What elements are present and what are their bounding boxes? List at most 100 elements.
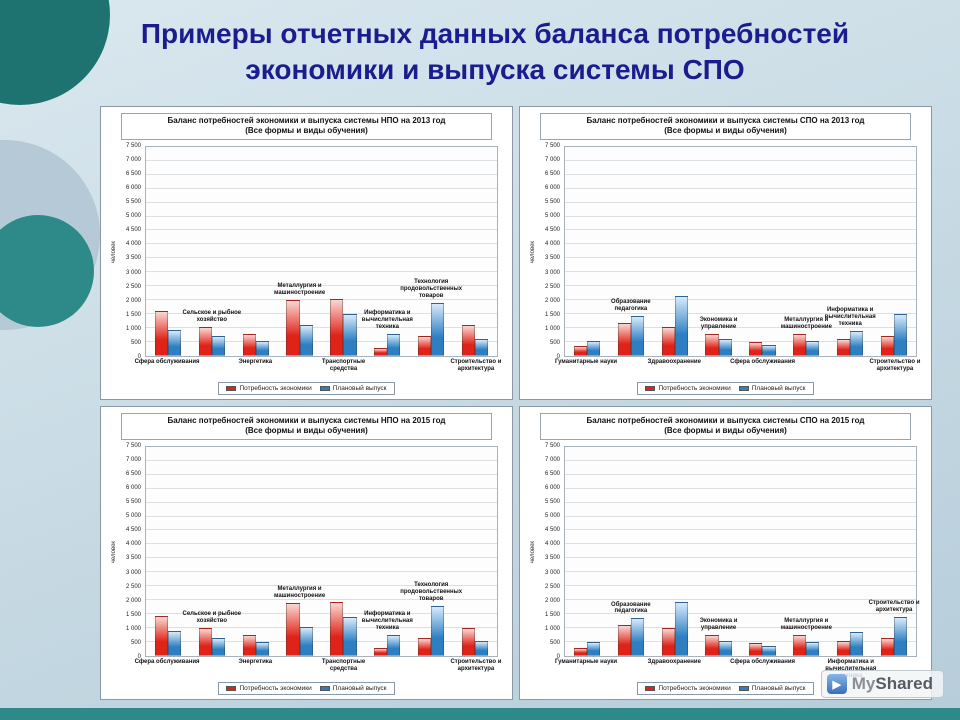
gridline bbox=[565, 473, 916, 475]
y-tick-label: 4 000 bbox=[125, 541, 141, 548]
y-tick-label: 7 500 bbox=[544, 142, 560, 149]
bar-group bbox=[365, 147, 409, 356]
y-tick-label: 2 000 bbox=[125, 597, 141, 604]
charts-grid: Баланс потребностей экономики и выпуска … bbox=[100, 106, 932, 700]
bar-group bbox=[741, 447, 785, 656]
y-tick-label: 5 500 bbox=[544, 499, 560, 506]
bar-group bbox=[828, 447, 872, 656]
y-tick-label: 7 500 bbox=[125, 442, 141, 449]
category-label-inplot: Строительство и архитектура bbox=[868, 600, 920, 614]
bar-demand bbox=[880, 336, 895, 356]
bar-demand bbox=[198, 326, 212, 356]
bar-group bbox=[234, 447, 278, 656]
category-label-inplot: Металлургия и машиностроение bbox=[780, 316, 832, 330]
y-axis-label: человек bbox=[530, 540, 536, 563]
y-tick-label: 6 500 bbox=[544, 470, 560, 477]
gridline bbox=[565, 627, 916, 629]
chart-panel-npo-2013: Баланс потребностей экономики и выпуска … bbox=[100, 106, 513, 400]
bar-planned-output bbox=[255, 340, 269, 356]
bar-group bbox=[322, 447, 366, 656]
bar-group bbox=[653, 447, 697, 656]
y-tick-label: 3 500 bbox=[544, 255, 560, 262]
chart-title-text: Баланс потребностей экономики и выпуска … bbox=[586, 416, 865, 425]
bar-group bbox=[278, 147, 322, 356]
gridline bbox=[565, 271, 916, 273]
y-tick-label: 2 000 bbox=[125, 297, 141, 304]
bar-demand bbox=[617, 322, 631, 356]
gridline bbox=[565, 557, 916, 559]
bar-group bbox=[409, 447, 453, 656]
y-tick-label: 7 500 bbox=[544, 442, 560, 449]
bar-planned-output bbox=[806, 642, 820, 656]
bar-group bbox=[278, 447, 322, 656]
category-label: Энергетика bbox=[238, 359, 273, 365]
chart-subtitle-text: (Все формы и виды обучения) bbox=[245, 426, 368, 436]
bar-group bbox=[190, 147, 234, 356]
bar-demand bbox=[705, 635, 719, 656]
bar-group bbox=[872, 447, 916, 656]
chart-title: Баланс потребностей экономики и выпуска … bbox=[121, 413, 492, 440]
category-label-inplot: Металлургия и машиностроение bbox=[780, 618, 832, 632]
category-label-inplot: Технология продовольственных товаров bbox=[400, 279, 463, 300]
bar-group bbox=[697, 147, 741, 356]
y-axis-label: человек bbox=[530, 240, 536, 263]
category-label: Сфера обслуживания bbox=[134, 659, 200, 665]
legend-label-output: Плановый выпуск bbox=[332, 385, 387, 392]
bar-group bbox=[365, 447, 409, 656]
bar-group bbox=[146, 447, 190, 656]
bar-group bbox=[409, 147, 453, 356]
legend-label-output: Плановый выпуск bbox=[332, 685, 387, 692]
bar-demand bbox=[461, 628, 476, 656]
category-label-inplot: Металлургия и машиностроение bbox=[273, 283, 326, 297]
gridline bbox=[565, 585, 916, 587]
gridline bbox=[146, 187, 497, 189]
y-tick-label: 6 500 bbox=[125, 170, 141, 177]
gridline bbox=[146, 313, 497, 315]
bar-demand bbox=[242, 333, 256, 356]
gridline bbox=[146, 459, 497, 461]
chart-title: Баланс потребностей экономики и выпуска … bbox=[121, 113, 492, 140]
y-tick-label: 4 500 bbox=[544, 527, 560, 534]
category-label: Энергетика bbox=[238, 659, 273, 665]
chart-panel-spo-2015: Баланс потребностей экономики и выпуска … bbox=[519, 406, 932, 700]
category-label: Здравоохранение bbox=[647, 359, 701, 365]
slide-title: Примеры отчетных данных баланса потребно… bbox=[40, 16, 950, 89]
bar-demand bbox=[330, 298, 344, 356]
gridline bbox=[565, 229, 916, 231]
chart-subtitle-text: (Все формы и виды обучения) bbox=[245, 126, 368, 136]
bar-demand bbox=[749, 342, 763, 356]
bar-group bbox=[784, 447, 828, 656]
y-tick-label: 1 500 bbox=[125, 311, 141, 318]
bar-group bbox=[565, 147, 609, 356]
gridline bbox=[565, 613, 916, 615]
gridline bbox=[146, 599, 497, 601]
myshared-watermark[interactable]: ▶ MyShared bbox=[820, 670, 944, 698]
bar-planned-output bbox=[718, 339, 732, 356]
gridline bbox=[146, 327, 497, 329]
y-tick-label: 6 000 bbox=[125, 485, 141, 492]
category-label-inplot: Информатика и вычислительная техника bbox=[361, 310, 413, 330]
y-tick-label: 5 500 bbox=[125, 499, 141, 506]
y-tick-label: 5 500 bbox=[125, 199, 141, 206]
y-tick-label: 2 500 bbox=[544, 583, 560, 590]
category-label-inplot: Информатика и вычислительная техника bbox=[824, 307, 876, 328]
watermark-text-my: My bbox=[851, 674, 876, 693]
y-tick-label: 5 000 bbox=[544, 213, 560, 220]
legend-label-demand: Потребность экономики bbox=[658, 685, 731, 692]
gridline bbox=[565, 641, 916, 643]
y-axis-ticks: 0 500 1 000 1 500 2 000 2 500 3 000 3 500 4 000 4… bbox=[119, 442, 145, 660]
decorative-circle-teal bbox=[0, 215, 94, 327]
bar-group bbox=[234, 147, 278, 356]
y-tick-label: 4 500 bbox=[544, 227, 560, 234]
myshared-logo-icon: ▶ bbox=[826, 674, 847, 694]
bar-planned-output bbox=[674, 296, 688, 356]
y-tick-label: 0 bbox=[137, 654, 141, 660]
category-label: Здравоохранение bbox=[647, 659, 701, 665]
gridline bbox=[565, 529, 916, 531]
bar-planned-output bbox=[850, 632, 864, 656]
category-label-inplot: Металлургия и машиностроение bbox=[273, 586, 326, 600]
chart-panel-spo-2013: Баланс потребностей экономики и выпуска … bbox=[519, 106, 932, 400]
y-tick-label: 6 500 bbox=[125, 470, 141, 477]
category-label: Сфера обслуживания bbox=[134, 359, 200, 365]
bar-planned-output bbox=[630, 315, 644, 356]
